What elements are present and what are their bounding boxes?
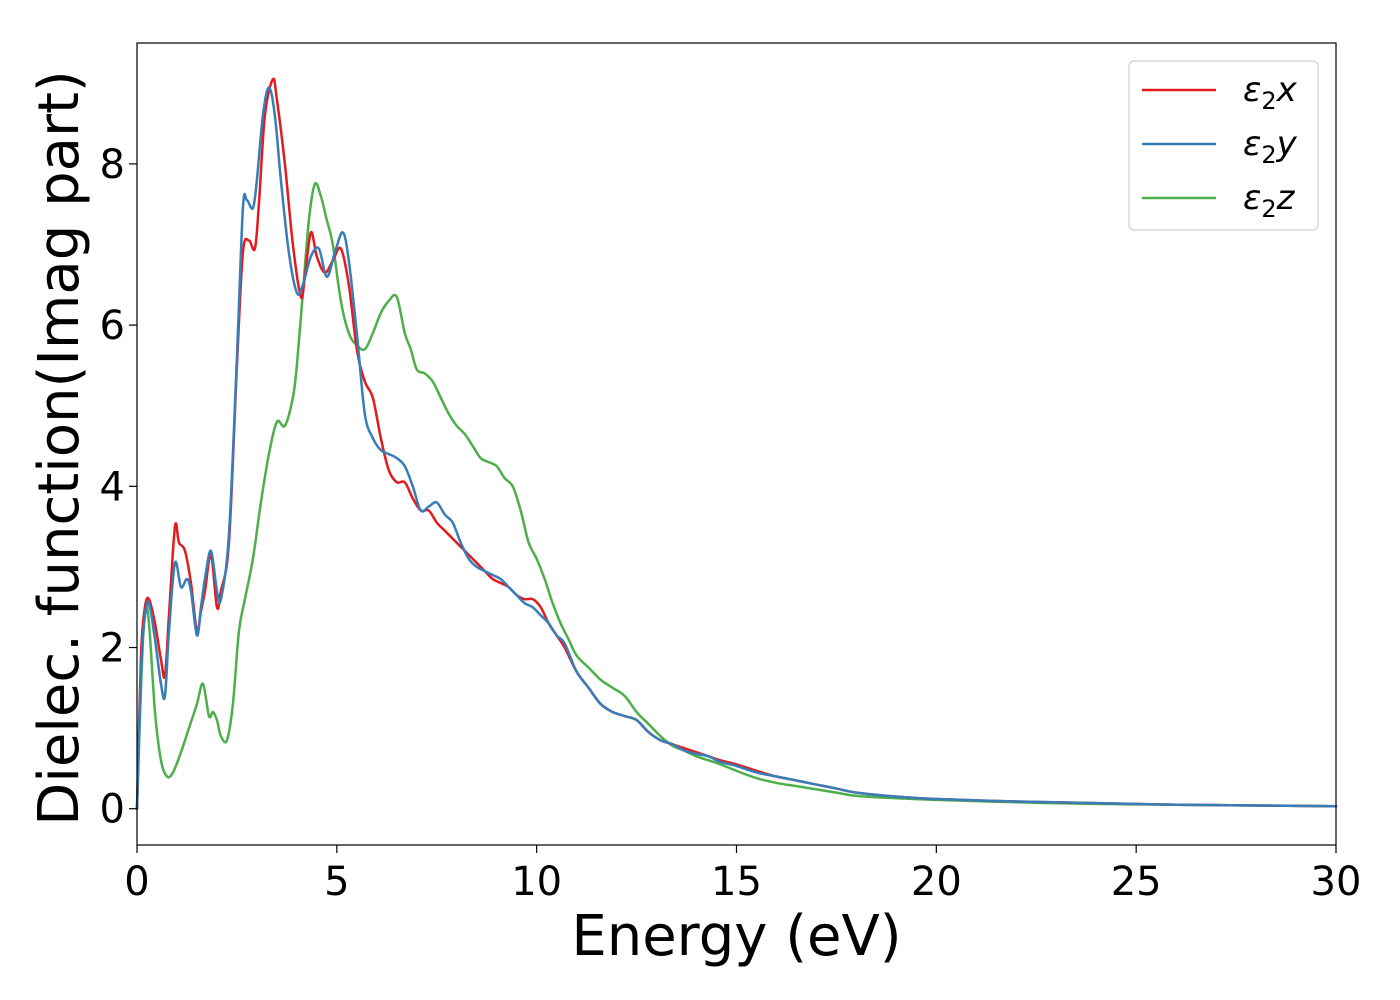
series-layer bbox=[135, 77, 1338, 810]
x-tick-label: 20 bbox=[911, 859, 962, 905]
legend: ε2x ε2y ε2z bbox=[1128, 60, 1319, 231]
y-tick-label: 2 bbox=[100, 626, 125, 672]
series-line-z bbox=[135, 181, 1338, 810]
y-tick-label: 4 bbox=[100, 464, 125, 510]
x-tick-label: 30 bbox=[1311, 859, 1362, 905]
y-axis: 0 2 4 6 8 bbox=[100, 142, 137, 833]
legend-label-x: ε2x bbox=[1243, 70, 1298, 115]
series-line-y bbox=[135, 86, 1338, 810]
legend-label-y: ε2y bbox=[1243, 124, 1298, 169]
y-tick-label: 6 bbox=[100, 303, 125, 349]
y-axis-title: Dielec. function(Imag part) bbox=[27, 70, 92, 826]
y-tick-label: 8 bbox=[100, 142, 125, 188]
x-tick-label: 10 bbox=[511, 859, 562, 905]
x-tick-label: 25 bbox=[1111, 859, 1162, 905]
x-tick-label: 15 bbox=[711, 859, 762, 905]
legend-box bbox=[1128, 60, 1319, 231]
x-axis-title: Energy (eV) bbox=[571, 904, 901, 969]
legend-label-z: ε2z bbox=[1243, 178, 1296, 223]
x-tick-label: 0 bbox=[124, 859, 149, 905]
x-tick-label: 5 bbox=[324, 859, 349, 905]
x-axis: 0 5 10 15 20 25 30 bbox=[124, 845, 1361, 905]
y-tick-label: 0 bbox=[100, 787, 125, 833]
